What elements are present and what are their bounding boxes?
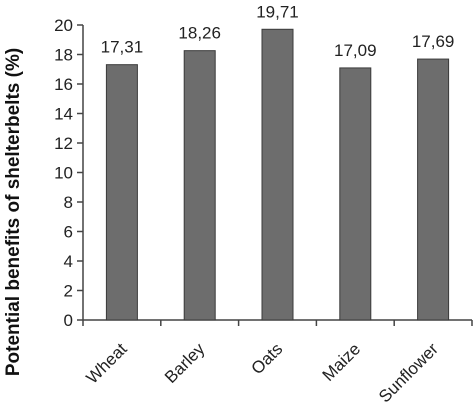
x-axis [82, 319, 473, 326]
y-tick-label: 20 [54, 16, 73, 35]
bar-barley [183, 50, 216, 321]
y-tick-label: 12 [54, 134, 73, 153]
bar-wheat [105, 64, 138, 321]
x-category-label: Oats [248, 339, 287, 378]
y-axis-title: Potential benefits of shelterbelts (%) [3, 48, 24, 376]
y-tick-label: 18 [54, 46, 73, 65]
y-tick-label: 14 [54, 105, 73, 124]
y-tick-label: 8 [64, 193, 73, 212]
bar-sunflower [417, 58, 450, 321]
y-tick-label: 0 [64, 311, 73, 330]
data-label: 18,26 [178, 24, 221, 43]
category-labels-group: Wheat Barley Oats Maize Sunflower [83, 339, 443, 406]
y-tick-label: 6 [64, 223, 73, 242]
bar-maize [339, 67, 372, 321]
y-tick-label: 16 [54, 75, 73, 94]
y-tick-label: 2 [64, 282, 73, 301]
data-label: 17,09 [334, 41, 377, 60]
y-tick-label: 4 [64, 252, 73, 271]
data-labels-group: 17,31 18,26 19,71 17,09 17,69 [101, 2, 455, 60]
data-label: 17,69 [412, 32, 455, 51]
x-category-label: Sunflower [375, 339, 442, 406]
x-category-label: Wheat [83, 339, 131, 387]
y-tick-label: 10 [54, 164, 73, 183]
bars-group [105, 28, 450, 321]
data-label: 17,31 [101, 38, 144, 57]
data-label: 19,71 [256, 2, 299, 21]
y-axis: 0 2 4 6 8 10 12 14 16 18 20 [54, 16, 84, 330]
x-category-label: Maize [319, 339, 365, 385]
bar-oats [261, 28, 294, 321]
x-category-label: Barley [161, 339, 209, 387]
